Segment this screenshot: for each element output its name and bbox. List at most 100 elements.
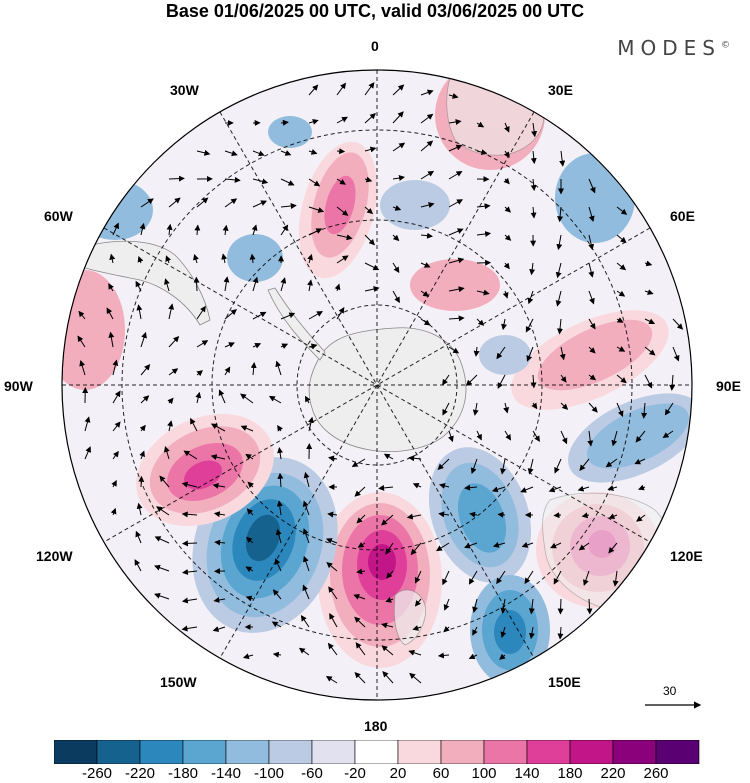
wind-vector xyxy=(181,481,198,488)
wind-vector xyxy=(530,206,537,219)
wind-vector xyxy=(527,458,534,475)
wind-vector xyxy=(550,542,562,549)
anomaly-center-pos-60e xyxy=(511,310,669,410)
wind-vector xyxy=(275,528,282,544)
graticule xyxy=(62,70,692,700)
wind-vector xyxy=(223,276,230,292)
wind-vector xyxy=(476,231,492,237)
wind-vector xyxy=(247,481,254,488)
wind-vector xyxy=(608,513,618,519)
wind-vector xyxy=(181,625,198,632)
brand-text: MODES xyxy=(617,36,721,60)
wind-vector xyxy=(588,346,596,354)
wind-vector xyxy=(577,485,590,492)
brand-copyright-mark: © xyxy=(721,40,730,51)
anomaly-center-neg-45w xyxy=(227,234,283,282)
wind-vector xyxy=(470,458,478,475)
wind-vector xyxy=(476,203,491,210)
wind-vector xyxy=(325,675,338,684)
wind-vector xyxy=(472,402,479,416)
colorbar-tick-label: 140 xyxy=(514,765,540,782)
wind-vector xyxy=(240,425,254,432)
wind-vector xyxy=(528,626,535,640)
anomaly-center-pos-120w xyxy=(136,413,274,527)
wind-vector xyxy=(438,511,450,518)
wind-vector xyxy=(641,402,648,419)
colorbar-tick-label: -100 xyxy=(253,765,285,782)
wind-vector xyxy=(165,255,171,264)
polar-map xyxy=(61,69,702,709)
wind-vector xyxy=(476,318,485,326)
wind-vector xyxy=(183,450,198,460)
wind-vector xyxy=(112,390,121,404)
wind-vector xyxy=(252,150,265,157)
anomaly-center-neg-15e xyxy=(380,180,450,230)
wind-vector xyxy=(437,652,450,659)
wind-vector xyxy=(578,542,590,551)
wind-vector xyxy=(274,558,282,572)
wind-vector xyxy=(84,416,91,432)
wind-vector xyxy=(334,283,341,292)
wind-vector xyxy=(271,621,282,628)
wind-vector xyxy=(409,672,422,684)
wind-vector xyxy=(213,511,226,518)
wind-vector xyxy=(193,276,200,292)
wind-vector xyxy=(111,480,117,488)
wind-vector xyxy=(530,150,537,165)
wind-vector xyxy=(302,500,310,516)
wind-vector xyxy=(78,310,86,320)
wind-vector xyxy=(414,598,422,607)
lon-label-30w: 30W xyxy=(170,82,199,98)
wind-vector xyxy=(245,566,254,573)
wind-vector xyxy=(194,224,201,236)
wind-vector xyxy=(497,511,506,518)
wind-vector xyxy=(560,402,569,410)
wind-vector xyxy=(167,420,174,432)
wind-vector xyxy=(112,222,119,236)
wind-vector xyxy=(476,149,488,156)
wind-vector xyxy=(277,447,284,460)
wind-vector xyxy=(250,362,257,376)
wind-vector xyxy=(308,84,319,96)
wind-vector xyxy=(240,393,254,404)
colorbar-swatch xyxy=(268,740,313,764)
wind-vector xyxy=(616,262,627,271)
wind-vector xyxy=(588,262,595,278)
wind-vector xyxy=(476,121,485,128)
anomaly-center-pos-0 xyxy=(298,141,378,279)
anomaly-center-neg-60e xyxy=(555,153,635,243)
wind-vector xyxy=(224,309,237,320)
wind-vector xyxy=(548,486,562,493)
wind-vector xyxy=(112,450,119,460)
wind-vector xyxy=(644,260,653,267)
wind-vector xyxy=(492,541,506,548)
wind-vector xyxy=(272,651,282,658)
wind-vector xyxy=(448,144,463,152)
anomaly-field xyxy=(62,70,692,700)
wind-vector xyxy=(221,253,228,264)
wind-vector xyxy=(420,232,433,239)
wind-vector xyxy=(159,475,170,488)
wind-vector xyxy=(168,335,180,348)
lon-label-180: 180 xyxy=(364,718,388,734)
wind-vector xyxy=(181,597,198,604)
wind-vector xyxy=(327,511,338,518)
wind-vector xyxy=(79,360,86,376)
anomaly-center-pos-90w xyxy=(62,270,125,390)
wind-vector xyxy=(644,374,653,389)
wind-vector xyxy=(196,197,209,208)
wind-vector xyxy=(521,542,534,548)
wind-vector xyxy=(392,290,400,304)
wind-vector xyxy=(448,257,465,264)
colorbar-swatch xyxy=(139,740,184,764)
wind-vector xyxy=(408,455,422,462)
wind-vector xyxy=(392,205,402,211)
wind-vector xyxy=(557,318,563,335)
wind-vector xyxy=(168,303,175,320)
colorbar-tick-label: -20 xyxy=(344,765,366,782)
wind-vector xyxy=(166,223,173,236)
wind-vector xyxy=(364,146,377,153)
wind-vector xyxy=(336,116,348,124)
wind-vector xyxy=(108,331,115,348)
wind-vector xyxy=(532,430,540,442)
